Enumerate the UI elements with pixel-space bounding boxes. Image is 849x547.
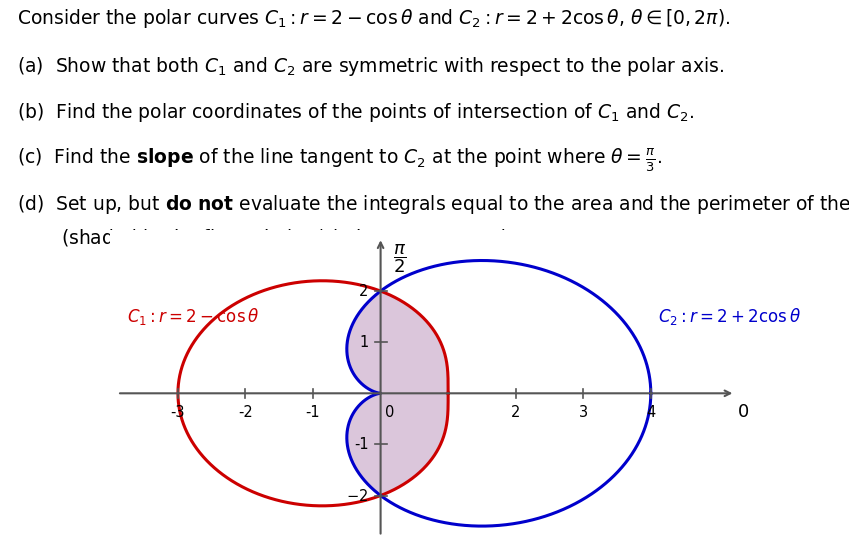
- Text: $-2$: $-2$: [346, 487, 368, 504]
- Text: 0: 0: [385, 405, 394, 420]
- Text: 1: 1: [359, 335, 368, 350]
- Text: $0$: $0$: [737, 403, 750, 421]
- Text: Consider the polar curves $C_1 : r = 2-\cos\theta$ and $C_2 : r = 2+2\cos\theta$: Consider the polar curves $C_1 : r = 2-\…: [17, 7, 730, 30]
- Text: -2: -2: [238, 405, 253, 420]
- Text: $C_1 : r = 2-\cos\theta$: $C_1 : r = 2-\cos\theta$: [127, 306, 260, 327]
- Text: 3: 3: [579, 405, 588, 420]
- Text: -1: -1: [306, 405, 320, 420]
- Text: (d)  Set up, but $\mathbf{do\ not}$ evaluate the integrals equal to the area and: (d) Set up, but $\mathbf{do\ not}$ evalu…: [17, 193, 849, 216]
- Text: (c)  Find the $\mathbf{slope}$ of the line tangent to $C_2$ at the point where $: (c) Find the $\mathbf{slope}$ of the lin…: [17, 147, 662, 174]
- Text: 2: 2: [359, 283, 368, 299]
- Text: (b)  Find the polar coordinates of the points of intersection of $C_1$ and $C_2$: (b) Find the polar coordinates of the po…: [17, 101, 694, 124]
- Text: -1: -1: [354, 437, 368, 452]
- Text: -3: -3: [171, 405, 185, 420]
- Text: (a)  Show that both $C_1$ and $C_2$ are symmetric with respect to the polar axis: (a) Show that both $C_1$ and $C_2$ are s…: [17, 55, 724, 78]
- Text: $C_2 : r = 2+2\cos\theta$: $C_2 : r = 2+2\cos\theta$: [658, 306, 801, 327]
- Text: $\dfrac{\pi}{2}$: $\dfrac{\pi}{2}$: [393, 242, 406, 275]
- Text: 4: 4: [646, 405, 655, 420]
- Polygon shape: [346, 291, 448, 496]
- Text: 2: 2: [511, 405, 520, 420]
- Text: (shaded in the figure below) in between $C_1$ and $C_2$.: (shaded in the figure below) in between …: [61, 228, 539, 251]
